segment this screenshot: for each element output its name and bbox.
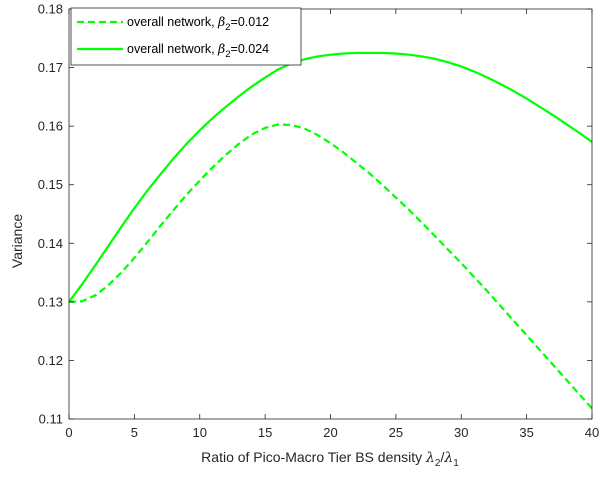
x-tick-label: 30 — [454, 425, 468, 440]
series-line-1 — [68, 123, 593, 410]
legend: overall network, β2=0.012 overall networ… — [70, 7, 302, 66]
x-tick-label: 0 — [65, 425, 72, 440]
x-tick-label: 40 — [585, 425, 599, 440]
y-tick-label: 0.18 — [38, 2, 63, 17]
series-layer — [68, 51, 593, 410]
y-tick-label: 0.11 — [39, 412, 63, 427]
tick-layer: 0 5 10 15 20 25 30 35 40 0.11 0.12 0.13 0.14 0.15 0.16… — [38, 2, 600, 441]
series-line-2 — [68, 51, 593, 303]
x-axis-label-lambda-a: λ — [425, 450, 435, 466]
x-axis-label-slash: / — [440, 449, 444, 465]
y-tick-label: 0.16 — [38, 119, 63, 134]
plot-area — [69, 9, 592, 419]
x-axis-label-lambda-b: λ — [443, 450, 453, 466]
y-tick-label: 0.13 — [38, 294, 63, 309]
x-tick-label: 20 — [323, 425, 337, 440]
x-tick-label: 35 — [519, 425, 533, 440]
x-tick-label: 15 — [258, 425, 272, 440]
legend-entry-1: overall network, β2=0.012 — [127, 14, 269, 33]
plot-background — [69, 9, 592, 419]
y-tick-label: 0.14 — [38, 236, 63, 251]
x-axis-label-sub-a: 2 — [435, 458, 441, 469]
x-tick-label: 5 — [131, 425, 138, 440]
legend-entry-2: overall network, β2=0.024 — [127, 41, 269, 60]
y-tick-label: 0.12 — [38, 353, 63, 368]
y-tick-label: 0.15 — [38, 177, 63, 192]
x-axis-label-sub-b: 1 — [453, 458, 459, 469]
x-tick-label: 25 — [389, 425, 403, 440]
y-tick-label: 0.17 — [38, 60, 63, 75]
x-axis-label-text: Ratio of Pico-Macro Tier BS density — [201, 449, 426, 465]
x-axis-label: Ratio of Pico-Macro Tier BS density λ2/λ… — [201, 449, 459, 469]
x-tick-label: 10 — [193, 425, 207, 440]
y-axis-label: Variance — [9, 214, 25, 268]
legend-box — [70, 7, 302, 66]
